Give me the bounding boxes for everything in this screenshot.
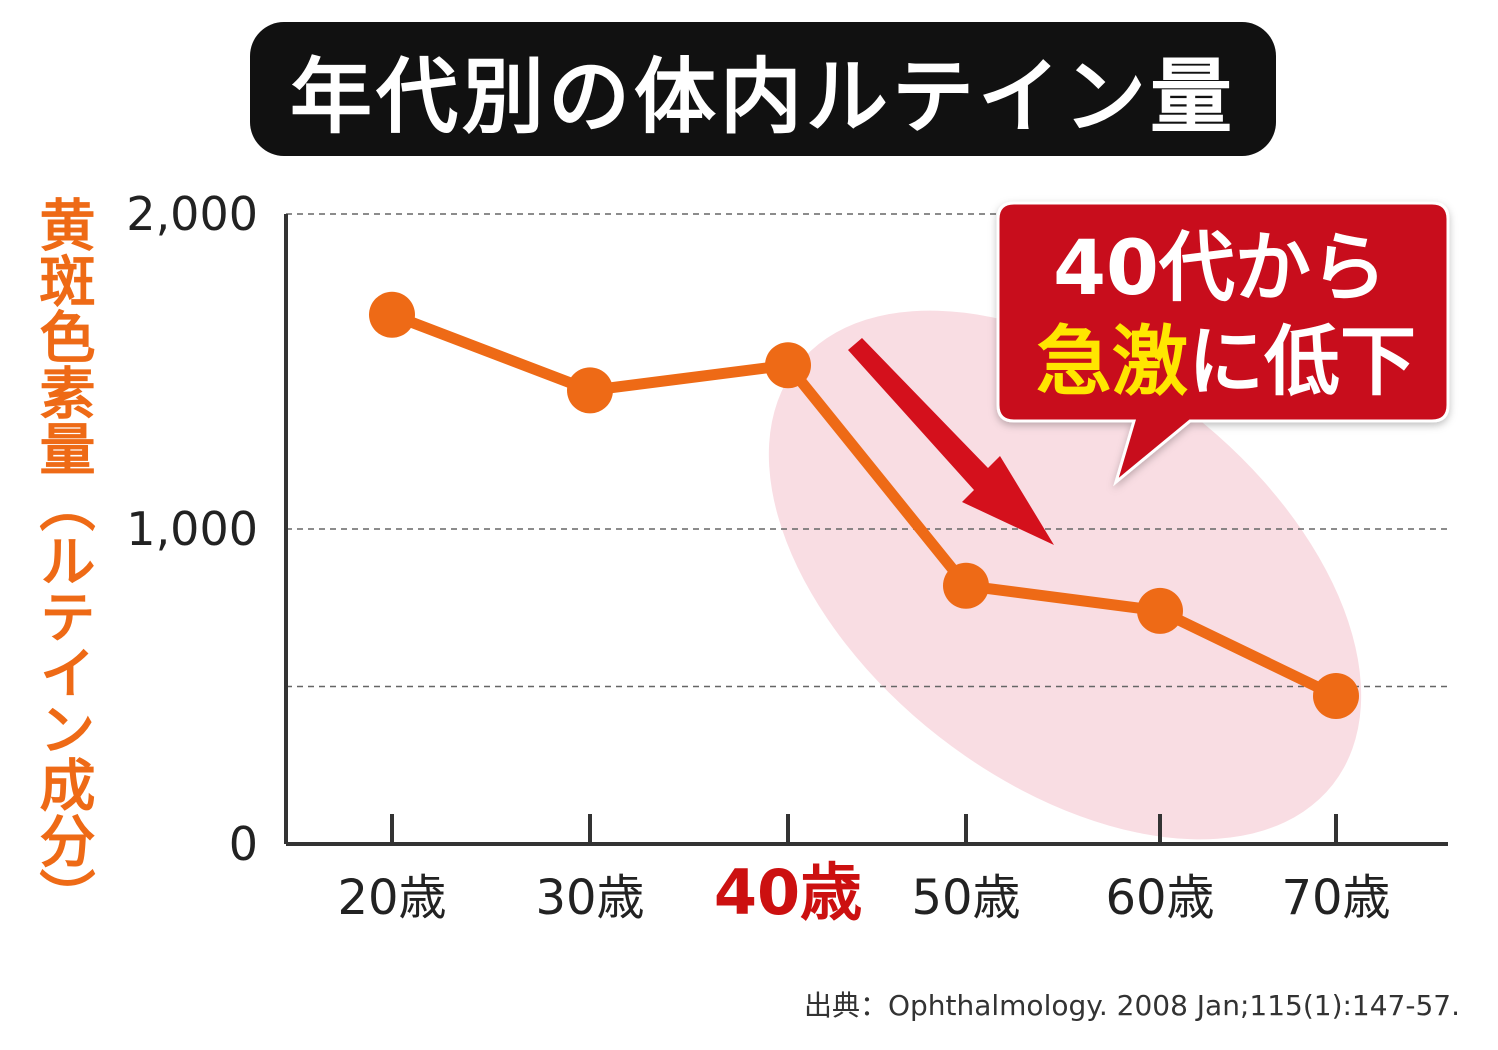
x-tick-label: 50歳	[911, 870, 1020, 926]
decline-highlight-ellipse	[768, 310, 1362, 840]
title-banner: 年代別の体内ルテイン量	[250, 22, 1276, 156]
y-axis-label: 黄斑色素量（ルテイン成分）	[30, 196, 95, 924]
x-tick-label: 40歳	[714, 856, 862, 929]
callout-bubble	[996, 201, 1450, 487]
series-line	[386, 309, 1342, 702]
callout-line1: 40代から	[1053, 223, 1387, 312]
data-point	[369, 291, 415, 338]
x-tick-label: 60歳	[1105, 870, 1214, 926]
y-tick-label: 1,000	[126, 502, 258, 556]
callout-emphasis: 急激	[1036, 317, 1188, 406]
data-point	[765, 342, 811, 389]
data-point	[943, 562, 989, 609]
x-tick-label: 70歳	[1281, 870, 1390, 926]
callout-rest: に低下	[1188, 317, 1416, 406]
y-tick-label: 0	[229, 817, 258, 871]
data-point	[1313, 672, 1359, 719]
decline-arrow	[848, 338, 1054, 545]
chart-title: 年代別の体内ルテイン量	[289, 49, 1236, 145]
callout-line2: 急激に低下	[1036, 317, 1416, 406]
y-tick-label: 2,000	[126, 187, 258, 241]
x-tick-label: 30歳	[535, 870, 644, 926]
source-citation: 出典：Ophthalmology. 2008 Jan;115(1):147-57…	[803, 989, 1460, 1022]
callout-shape	[996, 201, 1450, 487]
x-tick-label: 20歳	[337, 870, 446, 926]
data-point	[1137, 587, 1183, 634]
data-point	[567, 367, 613, 414]
